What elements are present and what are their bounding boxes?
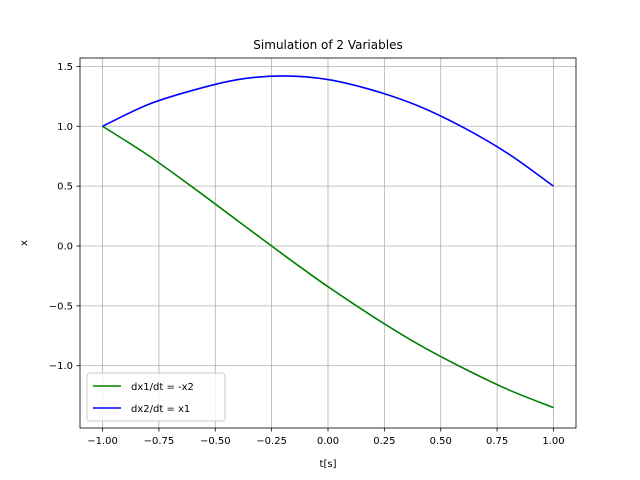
series-lines xyxy=(102,75,554,409)
x-tick-label: 0.00 xyxy=(317,436,339,447)
legend-box xyxy=(86,372,226,422)
legend-label-series-2: dx2/dt = x1 xyxy=(131,404,190,415)
x-tick-label: 0.75 xyxy=(486,436,508,447)
x-tick-label: 0.25 xyxy=(373,436,395,447)
y-axis-label: x xyxy=(19,240,30,246)
x-tick-label: −0.25 xyxy=(256,436,287,447)
y-tick-label: 1.5 xyxy=(57,62,73,73)
x-tick-label: −1.00 xyxy=(87,436,118,447)
grid xyxy=(80,58,576,428)
legend-label-series-1: dx1/dt = -x2 xyxy=(131,382,194,393)
x-tick-label: 1.00 xyxy=(542,436,564,447)
series-line-1 xyxy=(102,125,554,409)
x-tick-label: −0.75 xyxy=(144,436,175,447)
y-tick-label: −0.5 xyxy=(49,301,73,312)
chart-title: Simulation of 2 Variables xyxy=(253,38,402,52)
x-tick-label: −0.50 xyxy=(200,436,231,447)
y-tick-label: 1.0 xyxy=(57,122,73,133)
legend: dx1/dt = -x2 dx2/dt = x1 xyxy=(86,372,226,422)
y-tick-label: 0.5 xyxy=(57,182,73,193)
series-line-2 xyxy=(102,75,554,187)
y-tick-label: 0.0 xyxy=(57,241,73,252)
axis-ticks: −1.00 −0.75 −0.50 −0.25 0.00 0.25 0.50 0.75 1.00… xyxy=(49,62,565,447)
x-tick-label: 0.50 xyxy=(430,436,452,447)
y-tick-label: −1.0 xyxy=(49,361,73,372)
x-axis-label: t[s] xyxy=(320,459,337,470)
